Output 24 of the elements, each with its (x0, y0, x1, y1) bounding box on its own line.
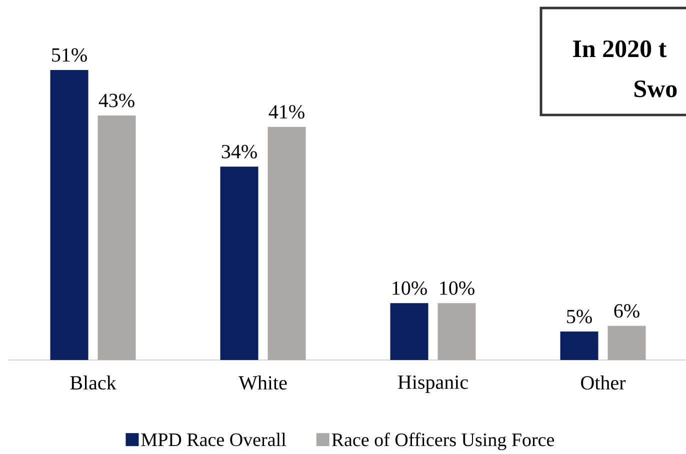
data-label: 43% (98, 94, 134, 108)
text: In 2020 t (573, 40, 667, 58)
legend-label: MPD Race Overall (141, 432, 286, 446)
bar (220, 166, 258, 360)
x-tick-label: Black (70, 376, 116, 390)
x-tick-label: Other (581, 376, 626, 390)
data-label: 34% (222, 144, 257, 158)
data-label: 10% (392, 281, 427, 295)
data-label: 10% (440, 281, 474, 295)
x-tick-label: White (238, 376, 287, 390)
bar (608, 326, 646, 360)
data-label: 5% (567, 310, 592, 324)
bar (268, 126, 306, 360)
data-label: 41% (268, 105, 304, 119)
data-label: 6% (614, 304, 640, 318)
annotation: Swo (634, 80, 677, 98)
x-tick-label: Hispanic (398, 376, 468, 394)
bar (98, 115, 136, 360)
data-label: 51% (52, 48, 87, 62)
bar (50, 70, 88, 360)
bar (390, 303, 428, 360)
legend-label: Race of Officers Using Force (332, 432, 554, 450)
bar (438, 303, 476, 360)
bar (560, 332, 598, 360)
